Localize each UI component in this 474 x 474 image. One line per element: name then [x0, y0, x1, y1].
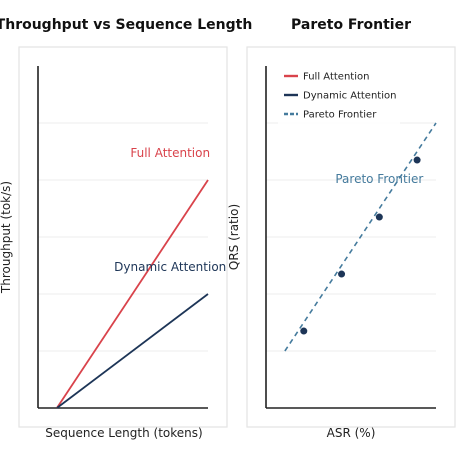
panel-pareto: Pareto Frontier Full Attention Dynamic At… [227, 17, 456, 440]
chart-title-pareto: Pareto Frontier [291, 17, 411, 33]
legend-label-dynamic-attention: Dynamic Attention [303, 91, 396, 102]
legend-label-pareto-frontier: Pareto Frontier [303, 110, 377, 121]
series-line-dynamic-attention [56, 293, 209, 409]
throughput-annotation-1: Dynamic Attention [114, 260, 226, 274]
series-layer-pareto [284, 122, 437, 352]
legend-label-full-attention: Full Attention [303, 72, 369, 83]
annotation-layer-pareto: Pareto Frontier [335, 172, 423, 186]
grid-throughput [38, 122, 208, 352]
scatter-point [300, 327, 308, 335]
x-axis-label-throughput: Sequence Length (tokens) [45, 426, 202, 440]
chart-title-throughput: Throughput vs Sequence Length [0, 17, 252, 33]
throughput-annotation-0: Full Attention [130, 146, 210, 160]
y-axis-label-pareto: QRS (ratio) [227, 204, 241, 270]
x-axis-label-pareto: ASR (%) [327, 426, 376, 440]
scatter-point [375, 213, 383, 221]
series-layer-throughput [56, 179, 209, 409]
annotation-layer-throughput: Full Attention Dynamic Attention [114, 146, 226, 274]
pareto-annotation-0: Pareto Frontier [335, 172, 423, 186]
scatter-point [338, 270, 346, 278]
legend-pareto: Full Attention Dynamic Attention Pareto Fr… [278, 64, 400, 124]
panel-throughput: Full Attention Dynamic Attention Throughp… [0, 17, 252, 440]
pareto-frontier-line [284, 122, 437, 352]
series-line-full-attention [56, 179, 209, 409]
scatter-point [413, 156, 421, 164]
y-axis-label-throughput: Throughput (tok/s) [0, 181, 13, 294]
legend-box [278, 64, 400, 124]
